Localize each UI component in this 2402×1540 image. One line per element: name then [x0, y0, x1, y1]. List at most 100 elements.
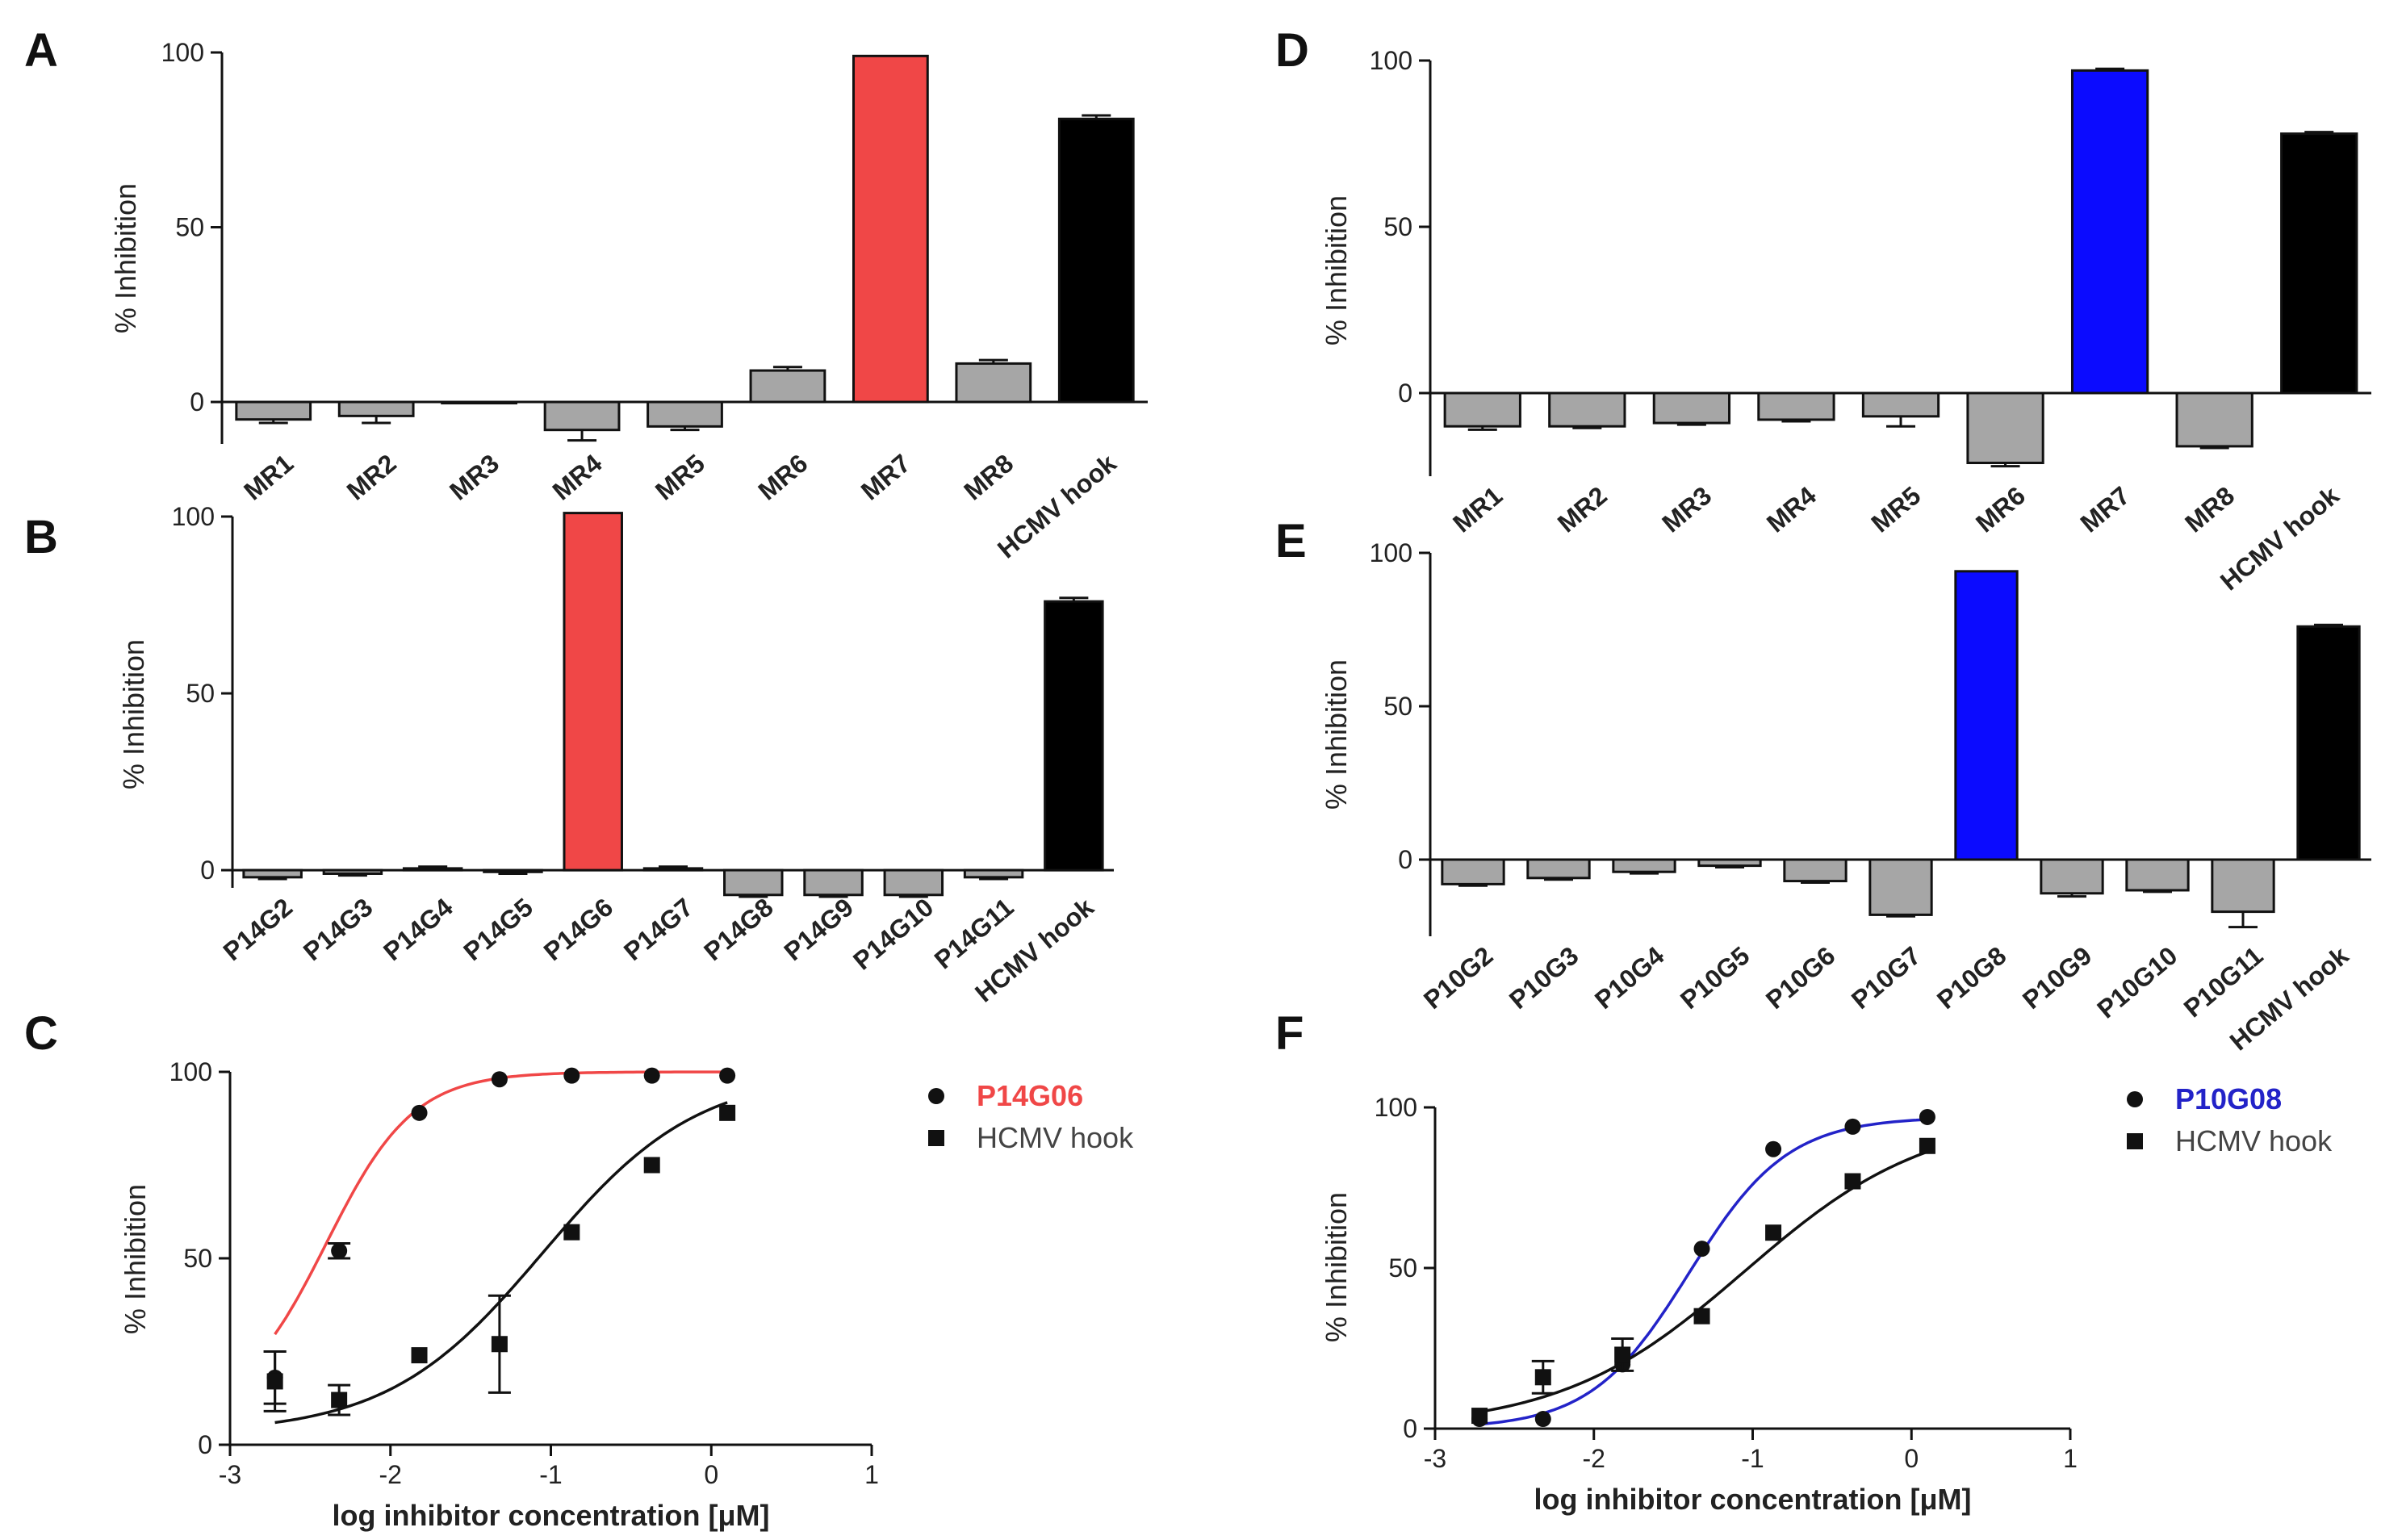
data-point — [1471, 1408, 1488, 1425]
bar — [563, 512, 623, 872]
bar — [749, 369, 826, 404]
chart-c: 0 50 100 -3 -2 -1 0 1 log inhibitor concentratio… — [119, 1057, 1134, 1532]
y-tick-label: 100 — [1375, 1093, 1417, 1122]
data-point — [1919, 1108, 1935, 1125]
data-point — [331, 1242, 348, 1259]
data-point — [643, 1157, 660, 1174]
bar — [647, 400, 723, 428]
bar — [883, 868, 944, 897]
data-point — [563, 1067, 580, 1084]
y-tick-label: 100 — [172, 502, 215, 531]
bar — [337, 400, 415, 417]
legend-marker — [2127, 1133, 2143, 1149]
y-tick-label: 100 — [1370, 46, 1412, 75]
bar — [2296, 625, 2361, 861]
bar — [2125, 858, 2190, 892]
bar — [1954, 570, 2019, 861]
bar — [322, 868, 383, 875]
bar — [2175, 391, 2253, 448]
bar — [1443, 391, 1521, 428]
data-point — [1844, 1173, 1861, 1190]
y-tick-label: 0 — [198, 1430, 212, 1459]
x-tick-label: 0 — [1904, 1444, 1919, 1473]
bar — [963, 868, 1024, 879]
x-tick-label: -1 — [539, 1460, 562, 1489]
panel-letter-e: E — [1275, 515, 1307, 567]
legend-label: HCMV hook — [977, 1121, 1134, 1154]
bar — [2040, 858, 2104, 895]
x-tick-label: -2 — [379, 1460, 402, 1489]
bar — [1441, 858, 1505, 885]
bar — [402, 867, 463, 872]
y-tick-label: 50 — [1388, 1253, 1417, 1283]
x-tick-label: 0 — [704, 1460, 718, 1489]
data-point — [1693, 1241, 1710, 1258]
x-tick-label: -3 — [1424, 1444, 1446, 1473]
legend-label: P14G06 — [977, 1079, 1083, 1112]
data-point — [643, 1067, 660, 1084]
panel-letter-d: D — [1275, 24, 1309, 77]
data-point — [1765, 1140, 1782, 1157]
bar — [1652, 391, 1731, 425]
x-axis-label: log inhibitor concentration [μM] — [1534, 1483, 1972, 1516]
legend-marker — [2127, 1091, 2143, 1107]
bar — [1612, 858, 1676, 873]
x-tick-label: -1 — [1741, 1444, 1764, 1473]
y-axis-label: % Inhibition — [117, 639, 150, 789]
panel-letter-b: B — [24, 511, 58, 563]
y-tick-label: 100 — [169, 1057, 212, 1086]
y-tick-label: 0 — [190, 387, 204, 416]
data-point — [266, 1373, 283, 1390]
data-point — [719, 1067, 736, 1084]
data-point — [1844, 1118, 1861, 1135]
bar — [1526, 858, 1591, 880]
y-tick-label: 50 — [1383, 212, 1412, 241]
y-tick-label: 0 — [200, 856, 215, 885]
data-point — [563, 1224, 580, 1241]
data-point — [331, 1391, 348, 1408]
data-point — [1534, 1411, 1551, 1428]
x-tick-label: 1 — [864, 1460, 879, 1489]
y-tick-label: 100 — [1370, 538, 1412, 567]
fit-curve — [274, 1101, 728, 1425]
panel-letter-a: A — [24, 24, 58, 77]
bar — [235, 400, 312, 421]
x-tick-label: -2 — [1583, 1444, 1605, 1473]
bar — [1757, 391, 1835, 421]
y-tick-label: 50 — [175, 213, 204, 242]
data-point — [491, 1336, 508, 1353]
bar — [1044, 600, 1104, 872]
x-axis-label: log inhibitor concentration [μM] — [333, 1499, 770, 1532]
bar — [1861, 391, 1940, 418]
panel-letter-c: C — [24, 1007, 58, 1060]
panel-letter-f: F — [1275, 1007, 1304, 1060]
bar — [543, 400, 621, 432]
y-tick-label: 50 — [1383, 692, 1412, 721]
y-axis-label: % Inhibition — [109, 183, 142, 333]
data-point — [411, 1347, 428, 1364]
y-tick-label: 50 — [186, 679, 215, 708]
data-point — [1765, 1224, 1782, 1241]
data-point — [1534, 1369, 1551, 1386]
bar — [642, 867, 704, 872]
legend-marker — [928, 1088, 944, 1104]
y-tick-label: 0 — [1398, 845, 1412, 874]
data-point — [411, 1104, 428, 1121]
bar — [723, 868, 784, 897]
y-axis-label: % Inhibition — [1320, 659, 1353, 810]
y-tick-label: 50 — [183, 1244, 212, 1273]
bar — [1966, 391, 2044, 465]
bar — [852, 54, 929, 404]
x-tick-label: 1 — [2063, 1444, 2078, 1473]
data-point — [719, 1104, 736, 1121]
data-point — [491, 1071, 508, 1088]
bar — [1783, 858, 1848, 883]
data-point — [1614, 1346, 1631, 1363]
legend-label: P10G08 — [2175, 1082, 2282, 1115]
bar — [1548, 391, 1626, 428]
x-tick-label: -3 — [219, 1460, 241, 1489]
bar — [1868, 858, 1933, 916]
bar — [1057, 117, 1135, 404]
y-tick-label: 0 — [1398, 379, 1412, 408]
